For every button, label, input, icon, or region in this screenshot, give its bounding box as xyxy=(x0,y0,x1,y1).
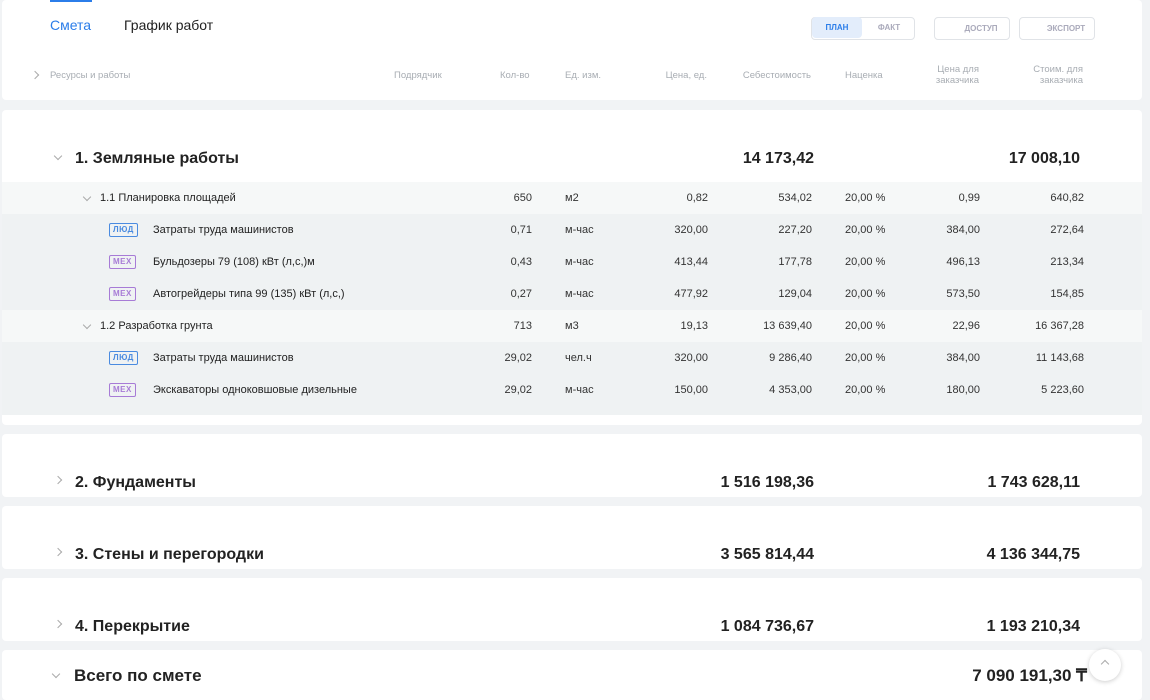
section-client-total: 4 136 344,75 xyxy=(987,546,1080,564)
tab-underline xyxy=(50,0,92,2)
item-name: Автогрейдеры типа 99 (135) кВт (л,с,) xyxy=(153,287,345,301)
cell-price: 150,00 xyxy=(674,383,708,397)
cell-price: 19,13 xyxy=(680,319,708,333)
cell-price: 0,82 xyxy=(687,191,708,205)
section-client-total: 17 008,10 xyxy=(1009,150,1080,168)
cell-markup: 20,00 % xyxy=(845,383,885,397)
cell-markup: 20,00 % xyxy=(845,223,885,237)
column-header: Наценка xyxy=(845,70,883,81)
cell-unit: м-час xyxy=(565,383,594,397)
cell-markup: 20,00 % xyxy=(845,319,885,333)
section-title: 2. Фундаменты xyxy=(75,474,196,492)
cell-price: 413,44 xyxy=(674,255,708,269)
cell-qty: 0,43 xyxy=(511,255,532,269)
cell-unit: м-час xyxy=(565,223,594,237)
cell-client-total: 154,85 xyxy=(1050,287,1084,301)
export-button[interactable]: ЭКСПОРТ xyxy=(1019,17,1095,40)
cell-client-price: 384,00 xyxy=(946,351,980,365)
cell-client-price: 496,13 xyxy=(946,255,980,269)
cell-qty: 0,71 xyxy=(511,223,532,237)
cell-cost: 4 353,00 xyxy=(769,383,812,397)
resource-tag: ЛЮД xyxy=(109,223,138,237)
cell-client-total: 16 367,28 xyxy=(1035,319,1084,333)
item-name: Бульдозеры 79 (108) кВт (л,с,)м xyxy=(153,255,315,269)
section-cost: 1 516 198,36 xyxy=(721,474,814,492)
cell-client-total: 272,64 xyxy=(1050,223,1084,237)
cell-price: 477,92 xyxy=(674,287,708,301)
cell-unit: чел.ч xyxy=(565,351,592,365)
cell-client-total: 640,82 xyxy=(1050,191,1084,205)
cell-qty: 713 xyxy=(514,319,532,333)
cell-client-price: 22,96 xyxy=(952,319,980,333)
cell-unit: м3 xyxy=(565,319,579,333)
section-client-total: 1 743 628,11 xyxy=(987,474,1080,492)
resource-tag: МЕХ xyxy=(109,255,136,269)
cell-markup: 20,00 % xyxy=(845,351,885,365)
cell-unit: м2 xyxy=(565,191,579,205)
resource-tag: МЕХ xyxy=(109,383,136,397)
cell-cost: 534,02 xyxy=(778,191,812,205)
column-header: Кол-во xyxy=(500,70,530,81)
column-header: Цена для заказчика xyxy=(899,64,979,86)
cell-price: 320,00 xyxy=(674,351,708,365)
cell-unit: м-час xyxy=(565,287,594,301)
cell-client-price: 573,50 xyxy=(946,287,980,301)
column-header: Цена, ед. xyxy=(627,70,707,81)
cell-cost: 177,78 xyxy=(778,255,812,269)
mode-toggle: ПЛАНФАКТ xyxy=(811,17,915,40)
column-header: Себестоимость xyxy=(731,70,811,81)
cell-qty: 0,27 xyxy=(511,287,532,301)
subsection-title: 1.1 Планировка площадей xyxy=(100,191,236,205)
total-value: 7 090 191,30 ₸ xyxy=(972,666,1087,685)
arrow-up-icon xyxy=(1101,660,1109,668)
cell-client-total: 5 223,60 xyxy=(1041,383,1084,397)
cell-client-total: 11 143,68 xyxy=(1036,351,1084,365)
cell-qty: 29,02 xyxy=(504,351,532,365)
cell-client-price: 384,00 xyxy=(946,223,980,237)
cell-cost: 129,04 xyxy=(778,287,812,301)
section-cost: 3 565 814,44 xyxy=(721,546,814,564)
access-button[interactable]: ДОСТУП xyxy=(934,17,1010,40)
cell-cost: 227,20 xyxy=(778,223,812,237)
cell-price: 320,00 xyxy=(674,223,708,237)
tab[interactable]: График работ xyxy=(124,18,213,32)
column-header: Стоим. для заказчика xyxy=(1003,64,1083,86)
cell-markup: 20,00 % xyxy=(845,287,885,301)
section-cost: 14 173,42 xyxy=(743,150,814,168)
item-name: Экскаваторы одноковшовые дизельные xyxy=(153,383,357,397)
column-header: Подрядчик xyxy=(394,70,442,81)
total-label: Всего по смете xyxy=(74,666,202,685)
cell-cost: 9 286,40 xyxy=(769,351,812,365)
cell-unit: м-час xyxy=(565,255,594,269)
resource-tag: МЕХ xyxy=(109,287,136,301)
cell-cost: 13 639,40 xyxy=(763,319,812,333)
cell-qty: 29,02 xyxy=(504,383,532,397)
column-header: Ед. изм. xyxy=(565,70,601,81)
section-title: 3. Стены и перегородки xyxy=(75,546,264,564)
cell-markup: 20,00 % xyxy=(845,191,885,205)
toggle-option[interactable]: ПЛАН xyxy=(812,17,862,38)
section-title: 4. Перекрытие xyxy=(75,618,190,636)
cell-markup: 20,00 % xyxy=(845,255,885,269)
section-client-total: 1 193 210,34 xyxy=(987,618,1080,636)
scroll-top-button[interactable] xyxy=(1089,649,1121,681)
section-title: 1. Земляные работы xyxy=(75,150,239,168)
section-cost: 1 084 736,67 xyxy=(721,618,814,636)
tab[interactable]: Смета xyxy=(50,18,91,32)
column-header: Ресурсы и работы xyxy=(50,70,130,81)
item-name: Затраты труда машинистов xyxy=(153,223,294,237)
resource-tag: ЛЮД xyxy=(109,351,138,365)
cell-qty: 650 xyxy=(514,191,532,205)
cell-client-price: 0,99 xyxy=(959,191,980,205)
cell-client-price: 180,00 xyxy=(946,383,980,397)
toggle-option[interactable]: ФАКТ xyxy=(864,17,914,38)
cell-client-total: 213,34 xyxy=(1050,255,1084,269)
item-name: Затраты труда машинистов xyxy=(153,351,294,365)
section-footer xyxy=(2,406,1142,415)
subsection-title: 1.2 Разработка грунта xyxy=(100,319,213,333)
